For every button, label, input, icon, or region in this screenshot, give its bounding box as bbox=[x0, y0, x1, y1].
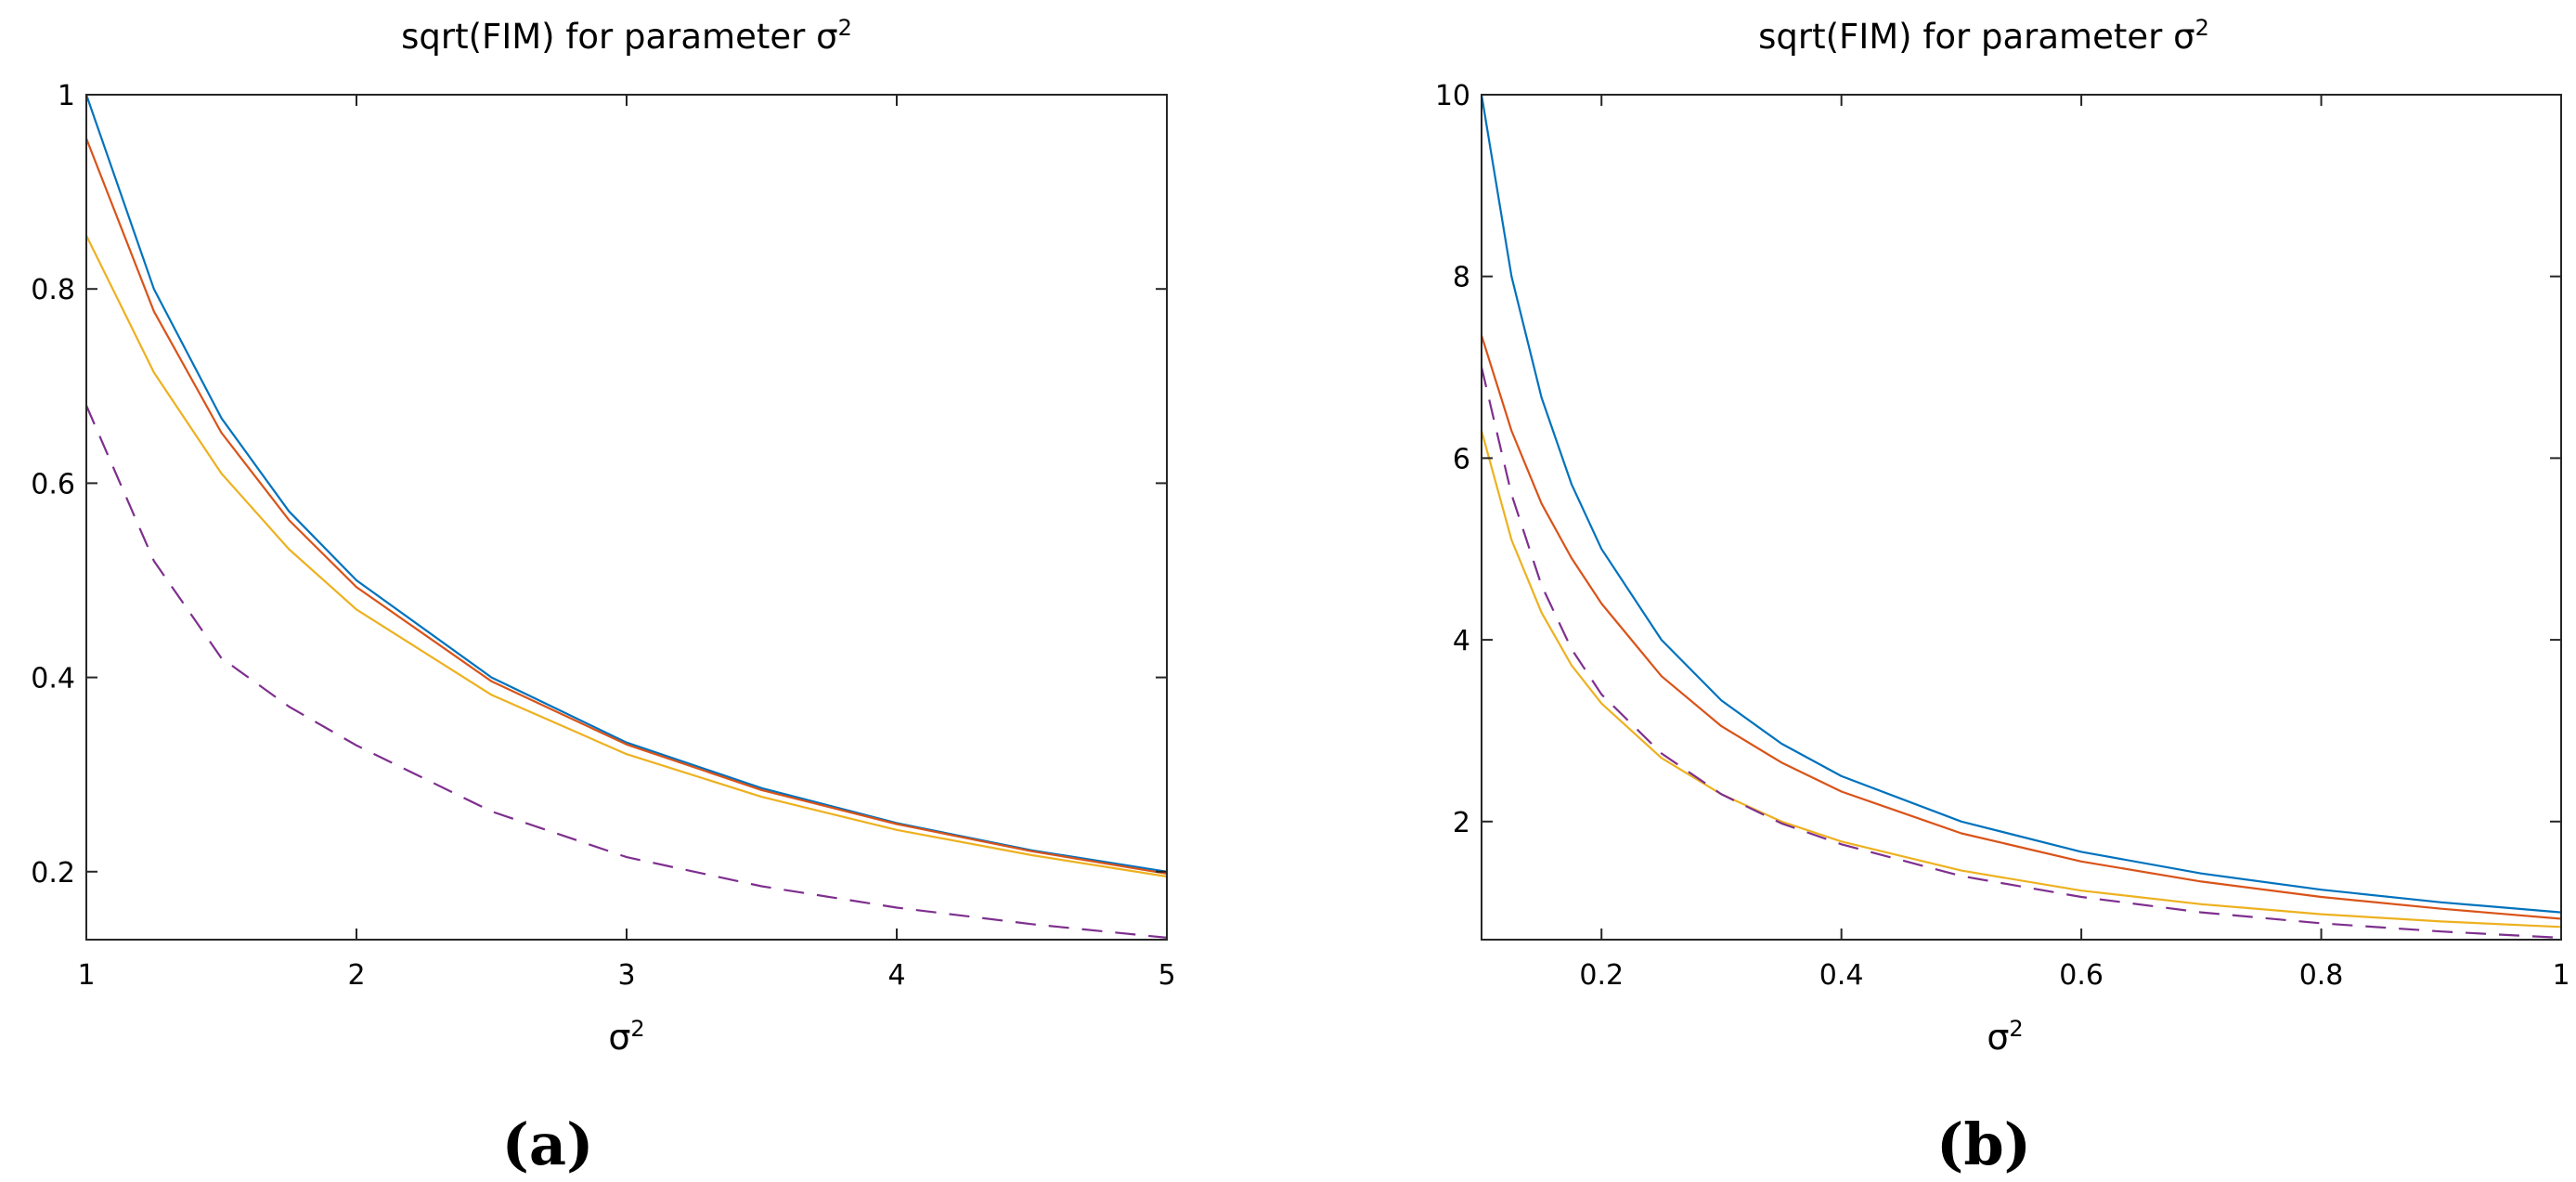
x-tick-label: 1 bbox=[77, 959, 95, 992]
chart-panel-b: sqrt(FIM) for parameter σ2 0.2 0.4 0.6 0.8 1… bbox=[1435, 15, 2570, 1178]
x-axis-label-b: σ2 bbox=[1987, 1016, 2023, 1058]
series-layer-b bbox=[1480, 94, 2562, 940]
series-line-a-4 bbox=[84, 405, 1168, 939]
y-tick-label: 0.4 bbox=[31, 663, 75, 695]
x-tick-label: 4 bbox=[887, 959, 905, 992]
series-line-a-3 bbox=[85, 235, 1168, 878]
y-ticks-a: 0.2 0.4 0.6 0.8 1 bbox=[31, 80, 1167, 890]
panel-label-b: (b) bbox=[1936, 1111, 2031, 1178]
x-tick-label: 1 bbox=[2552, 959, 2570, 992]
x-axis-label-a: σ2 bbox=[608, 1016, 644, 1058]
y-tick-label: 0.2 bbox=[31, 857, 75, 890]
plot-frame-a bbox=[85, 94, 1168, 941]
series-layer-a bbox=[84, 94, 1168, 939]
series-line-b-3 bbox=[1480, 430, 2562, 929]
y-tick-label: 0.8 bbox=[31, 274, 75, 306]
x-ticks-a: 1 2 3 4 5 bbox=[77, 95, 1176, 992]
y-tick-label: 4 bbox=[1453, 625, 1470, 657]
plot-frame-b bbox=[1481, 94, 2562, 941]
y-tick-label: 0.6 bbox=[31, 468, 75, 500]
series-line-b-2 bbox=[1480, 334, 2562, 920]
x-ticks-b: 0.2 0.4 0.6 0.8 1 bbox=[1579, 95, 2570, 992]
chart-title-a: sqrt(FIM) for parameter σ2 bbox=[401, 15, 852, 57]
x-tick-label: 5 bbox=[1158, 959, 1175, 992]
y-tick-label: 6 bbox=[1453, 443, 1470, 475]
x-tick-label: 2 bbox=[347, 959, 365, 992]
x-tick-label: 3 bbox=[617, 959, 635, 992]
series-line-b-4 bbox=[1480, 367, 2562, 940]
x-tick-label: 0.8 bbox=[2299, 959, 2344, 992]
y-tick-label: 10 bbox=[1435, 80, 1470, 112]
x-tick-label: 0.2 bbox=[1579, 959, 1624, 992]
chart-title-b: sqrt(FIM) for parameter σ2 bbox=[1758, 15, 2209, 57]
panel-label-a: (a) bbox=[502, 1111, 594, 1178]
y-tick-label: 8 bbox=[1453, 262, 1470, 294]
y-tick-label: 2 bbox=[1453, 807, 1470, 839]
y-tick-label: 1 bbox=[58, 80, 75, 112]
y-ticks-b: 2 4 6 8 10 bbox=[1435, 80, 2561, 839]
x-tick-label: 0.6 bbox=[2059, 959, 2104, 992]
series-line-a-2 bbox=[84, 137, 1168, 875]
series-line-b-1 bbox=[1480, 94, 2562, 914]
x-tick-label: 0.4 bbox=[1819, 959, 1864, 992]
